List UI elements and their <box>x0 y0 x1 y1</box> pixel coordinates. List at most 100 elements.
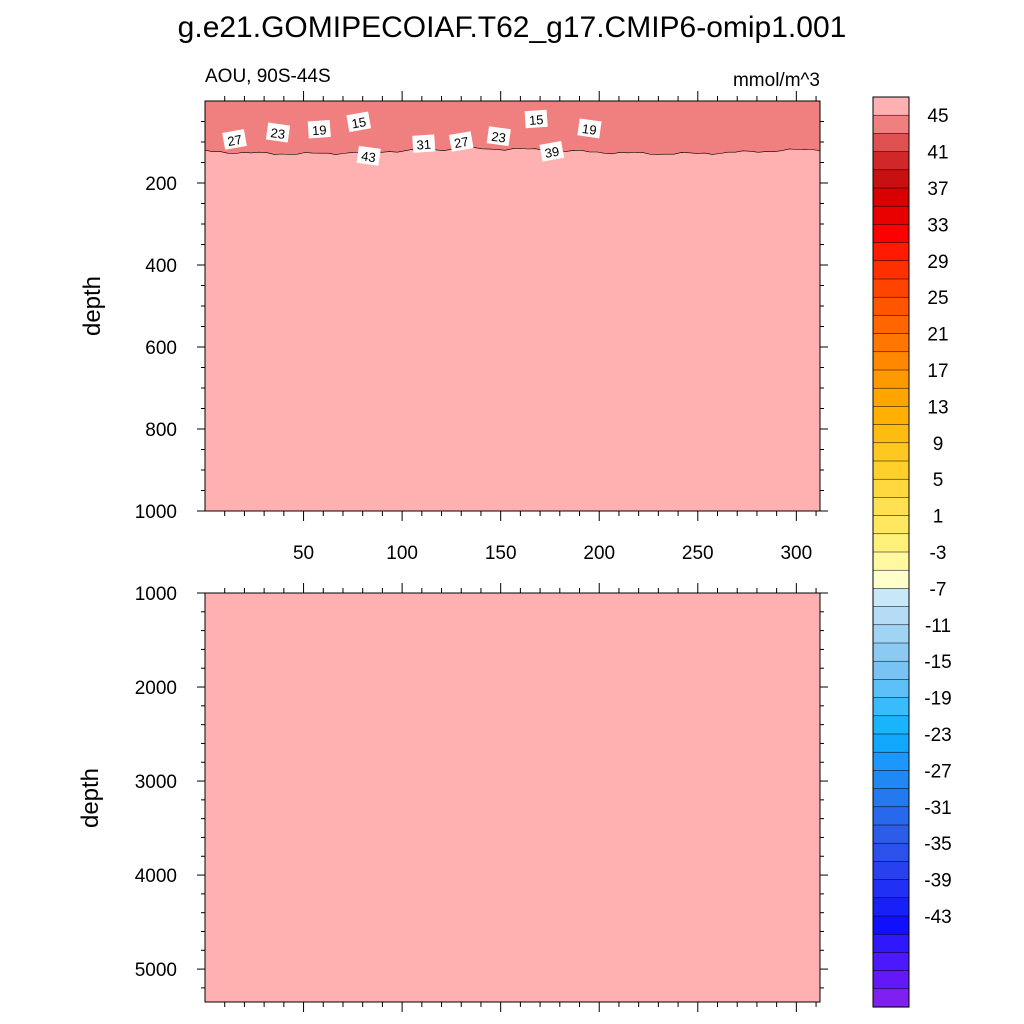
top-panel-ylabel: depth <box>79 276 106 336</box>
contour-label-text: 43 <box>360 148 376 165</box>
colorbar-swatch <box>872 588 910 608</box>
colorbar-label: 5 <box>933 470 944 491</box>
top-x-tick-label: 100 <box>386 543 418 564</box>
colorbar-swatch <box>872 770 910 790</box>
chart-title: g.e21.GOMIPECOIAF.T62_g17.CMIP6-omip1.00… <box>178 11 847 44</box>
contour-label: 19 <box>307 119 331 139</box>
colorbar-swatch <box>872 333 910 353</box>
colorbar-swatch <box>872 952 910 972</box>
contour-label-box <box>577 118 602 139</box>
top-panel-subtitle-left: AOU, 90S-44S <box>205 66 331 87</box>
contour-label: 31 <box>412 134 436 153</box>
colorbar-swatch <box>872 751 910 771</box>
colorbar-swatch <box>872 624 910 644</box>
colorbar-swatch <box>872 478 910 498</box>
colorbar-swatch <box>872 515 910 535</box>
contour-label-box <box>448 131 474 152</box>
colorbar-swatch <box>872 406 910 426</box>
colorbar-swatch <box>872 369 910 389</box>
colorbar-swatch <box>872 679 910 699</box>
contour-label-box <box>539 141 565 162</box>
colorbar-swatch <box>872 96 910 116</box>
contour-label-text: 27 <box>226 132 243 149</box>
colorbar-label: 33 <box>927 215 948 236</box>
colorbar-label: 13 <box>927 397 948 418</box>
colorbar-swatch <box>872 133 910 153</box>
colorbar-label: 9 <box>933 434 944 455</box>
top-x-tick-label: 300 <box>780 543 812 564</box>
colorbar-label: -15 <box>924 652 951 673</box>
contour-label-box <box>486 126 511 147</box>
top-panel-units: mmol/m^3 <box>733 70 820 91</box>
contour-label-text: 19 <box>581 121 597 138</box>
colorbar-swatch <box>872 224 910 244</box>
colorbar-swatch <box>872 460 910 480</box>
colorbar-swatch <box>872 970 910 990</box>
colorbar-swatch <box>872 114 910 134</box>
colorbar-swatch <box>872 569 910 589</box>
contour-label-text: 19 <box>312 122 327 138</box>
colorbar-swatch <box>872 260 910 280</box>
contour-label: 23 <box>265 122 291 143</box>
bottom-y-tick-label: 4000 <box>135 866 177 887</box>
colorbar-swatch <box>872 861 910 881</box>
top-x-tick-label: 250 <box>682 543 714 564</box>
colorbar-label: 17 <box>927 361 948 382</box>
contour-label-box <box>307 119 331 139</box>
top-y-tick-label: 1000 <box>135 502 177 523</box>
colorbar-swatch <box>872 551 910 571</box>
colorbar-swatch <box>872 988 910 1008</box>
contour-label-box <box>346 111 372 133</box>
colorbar-swatch <box>872 387 910 407</box>
top-x-tick-label: 150 <box>485 543 517 564</box>
colorbar-swatch <box>872 806 910 826</box>
contour-label: 15 <box>524 109 548 129</box>
top-y-tick-label: 600 <box>145 338 177 359</box>
colorbar-swatch <box>872 642 910 662</box>
colorbar-label: 37 <box>927 179 948 200</box>
colorbar-label: 45 <box>927 106 948 127</box>
colorbar-swatch <box>872 697 910 717</box>
contour-label-text: 23 <box>490 129 506 146</box>
colorbar-swatch <box>872 242 910 262</box>
contour-bands <box>205 101 820 155</box>
colorbar: 45 41 37 33 29 25 21 17 13 9 5 1 -3 -7 -11 -15 -19 -23 -27… <box>872 96 952 1008</box>
contour-label: 43 <box>356 145 381 166</box>
colorbar-swatch <box>872 660 910 680</box>
colorbar-swatch <box>872 497 910 517</box>
contour-label-box <box>356 145 381 166</box>
colorbar-swatch <box>872 533 910 553</box>
contour-label-text: 27 <box>453 134 470 151</box>
contour-label: 15 <box>346 111 372 133</box>
colorbar-swatch <box>872 915 910 935</box>
contour-label: 39 <box>539 141 565 162</box>
contour-label: 19 <box>577 118 602 139</box>
colorbar-frame <box>872 96 910 1008</box>
colorbar-swatch <box>872 296 910 316</box>
colorbar-label: 29 <box>927 252 948 273</box>
colorbar-swatch <box>872 351 910 371</box>
contour-label: 27 <box>222 129 247 150</box>
contour-label-box <box>412 134 436 153</box>
contour-label-text: 39 <box>544 144 561 161</box>
top-panel-background <box>205 101 820 511</box>
colorbar-swatch <box>872 424 910 444</box>
contour-band <box>205 101 820 155</box>
colorbar-label: -39 <box>924 871 951 892</box>
colorbar-swatch <box>872 788 910 808</box>
top-y-tick-label: 200 <box>145 174 177 195</box>
colorbar-label: 41 <box>927 143 948 164</box>
top-x-tick-label: 50 <box>293 543 314 564</box>
colorbar-swatch <box>872 879 910 899</box>
colorbar-swatch <box>872 187 910 207</box>
colorbar-swatch <box>872 205 910 225</box>
colorbar-label: 21 <box>927 325 948 346</box>
contour-label-box <box>222 129 247 150</box>
colorbar-label: -19 <box>924 689 951 710</box>
colorbar-label: -7 <box>930 579 947 600</box>
contour-label-box <box>265 122 291 143</box>
bottom-y-tick-label: 2000 <box>135 678 177 699</box>
bottom-panel-plot: 1000 2000 3000 4000 5000 <box>135 583 828 1012</box>
